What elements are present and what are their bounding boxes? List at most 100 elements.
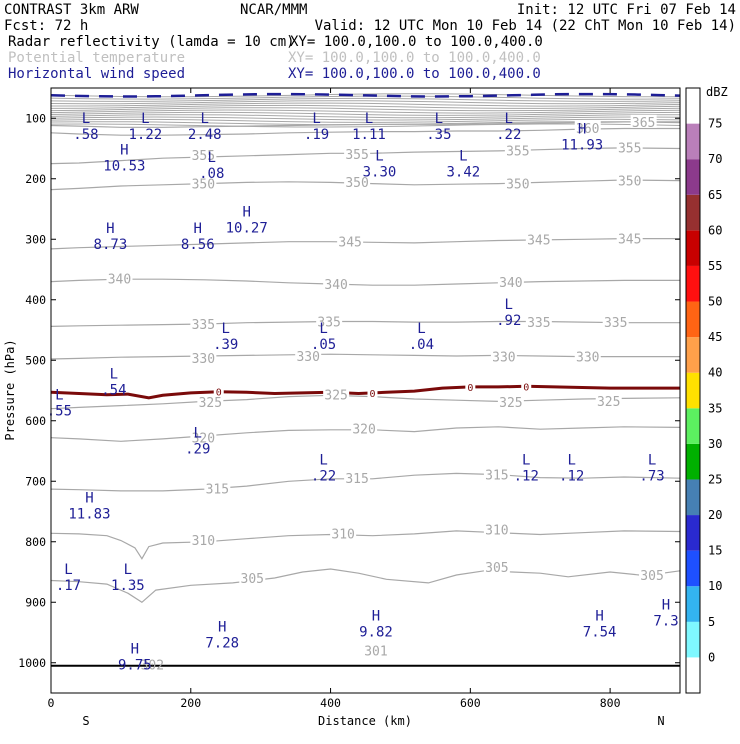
colorbar-tick-label: 40	[708, 366, 722, 380]
contour-label-gap	[483, 560, 510, 574]
contour-label-gap	[190, 148, 217, 162]
wind-extremum-low-marker: L	[505, 111, 513, 127]
colorbar-swatch-65	[686, 194, 700, 231]
theta-label-330: 330	[192, 352, 215, 367]
wind-extremum-low-marker: L	[201, 111, 209, 127]
wind-extremum-low-marker: L	[124, 562, 132, 578]
field-name-theta: Potential temperature	[8, 50, 185, 66]
contour-label-gap	[344, 146, 371, 160]
colorbar-tick-label: 15	[708, 544, 722, 558]
contour-label-gap	[106, 271, 133, 285]
theta-band-line	[51, 116, 680, 121]
wind-extremum-low-marker: L	[55, 388, 63, 404]
colorbar-swatch-0	[686, 657, 700, 693]
wind-extremum-high-marker: H	[131, 642, 139, 658]
theta-label-365: 365	[632, 116, 655, 131]
wind-extremum-value: 1.11	[352, 127, 386, 143]
colorbar-tick-label: 65	[708, 188, 722, 202]
wind-extremum-value: 10.27	[226, 220, 268, 236]
colorbar-swatch-75	[686, 123, 700, 160]
freezing-level-label: 0	[369, 389, 375, 400]
contour-label-gap	[190, 176, 217, 190]
contour-label-gap	[351, 421, 378, 435]
x-tick-label: 200	[180, 696, 201, 710]
contour-label-gap	[525, 315, 552, 329]
wind-extremum-value: 2.48	[188, 127, 222, 143]
colorbar-tick-label: 30	[708, 437, 722, 451]
colorbar-swatch-5	[686, 621, 700, 658]
freezing-level-label: 0	[216, 388, 222, 399]
theta-label-310: 310	[331, 527, 354, 542]
colorbar-swatch-15	[686, 550, 700, 587]
field-coords-theta: XY= 100.0,100.0 to 100.0,400.0	[288, 50, 541, 66]
contour-label-gap	[630, 114, 657, 128]
theta-label-330: 330	[296, 350, 319, 365]
theta-label-305: 305	[485, 561, 508, 576]
colorbar-frame	[685, 87, 701, 694]
theta-contour-330	[51, 353, 680, 360]
theta-contour-365	[51, 121, 680, 128]
wind-extremum-value: .05	[311, 337, 336, 353]
wind-extremum-low-marker: L	[375, 149, 383, 165]
contour-label-gap	[525, 232, 552, 246]
theta-label-310: 310	[192, 534, 215, 549]
theta-label-325: 325	[597, 395, 620, 410]
colorbar-top-cap	[686, 88, 700, 124]
freezing-level-label: 0	[467, 383, 473, 394]
wind-extremum-low-marker: L	[319, 452, 327, 468]
wind-extremum-low-marker: L	[567, 452, 575, 468]
colorbar-swatch-70	[686, 159, 700, 195]
y-axis-label: Pressure (hPa)	[3, 339, 17, 440]
wind-extremum-high-marker: H	[218, 619, 226, 635]
theta-band-line	[51, 114, 680, 119]
theta-label-335: 335	[317, 316, 340, 331]
theta-label-340: 340	[108, 273, 131, 288]
contour-label-gap	[616, 140, 643, 154]
colorbar-tick-label: 35	[708, 401, 722, 415]
contour-label-gap	[190, 350, 217, 364]
wind-extremum-value: 3.42	[446, 165, 480, 181]
wind-extremum-value: 1.22	[128, 127, 162, 143]
wind-extremum-low-marker: L	[312, 111, 320, 127]
theta-label-335: 335	[527, 316, 550, 331]
wind-extremum-high-marker: H	[85, 490, 93, 506]
wind-extremum-value: 8.73	[94, 237, 128, 253]
wind-extremum-low-marker: L	[194, 426, 202, 442]
wind-extremum-value: .12	[559, 468, 584, 484]
contour-label-gap	[316, 314, 343, 328]
theta-label-360: 360	[576, 122, 599, 137]
wind-extremum-high-marker: H	[120, 143, 128, 159]
wind-extremum-value: .58	[73, 127, 98, 143]
y-tick-label: 500	[25, 353, 46, 367]
theta-label-315: 315	[345, 472, 368, 487]
contour-label-gap	[574, 349, 601, 363]
wind-extremum-value: 8.56	[181, 237, 215, 253]
wind-extremum-low-marker: L	[64, 562, 72, 578]
wind-extremum-value: 11.83	[68, 506, 110, 522]
wind-extremum-value: .54	[101, 382, 126, 398]
freezing-label-gap	[213, 385, 224, 397]
wind-extremum-high-marker: H	[578, 121, 586, 137]
y-tick-label: 100	[25, 111, 46, 125]
y-tick-label: 900	[25, 595, 46, 609]
contour-label-gap	[602, 315, 629, 329]
theta-band-line	[51, 102, 680, 107]
wind-extremum-value: .08	[199, 166, 224, 182]
theta-band-line	[51, 104, 680, 109]
wind-extremum-low-marker: L	[82, 111, 90, 127]
theta-contour-345	[51, 238, 680, 250]
theta-label-325: 325	[499, 396, 522, 411]
theta-label-355: 355	[506, 144, 529, 159]
theta-label-340: 340	[324, 278, 347, 293]
y-tick-label: 1000	[18, 656, 46, 670]
x-tick-label: 600	[460, 696, 481, 710]
wind-extremum-low-marker: L	[417, 321, 425, 337]
wind-extremum-value: 9.82	[359, 624, 393, 640]
field-name-wind: Horizontal wind speed	[8, 66, 185, 82]
colorbar-swatch-10	[686, 586, 700, 622]
colorbar-swatch-20	[686, 515, 700, 551]
wind-extremum-value: 3.30	[363, 165, 397, 181]
wind-extremum-low-marker: L	[365, 111, 373, 127]
y-tick-label: 300	[25, 232, 46, 246]
